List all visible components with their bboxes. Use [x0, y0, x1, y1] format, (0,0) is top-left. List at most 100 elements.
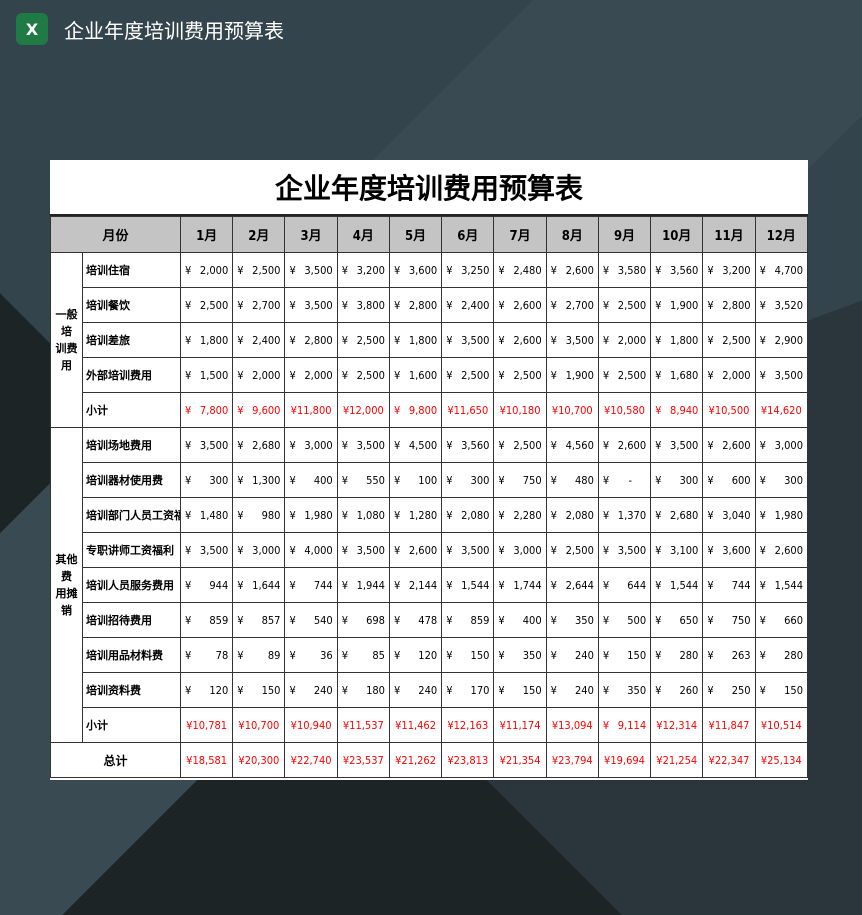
amount-cell[interactable]: ¥89 [232, 637, 286, 673]
amount-cell[interactable]: ¥9,114 [597, 707, 652, 743]
amount-cell[interactable]: ¥644 [597, 567, 652, 603]
amount-cell[interactable]: ¥11,537 [336, 707, 390, 743]
amount-cell[interactable]: ¥2,700 [545, 287, 599, 323]
amount-cell[interactable]: ¥2,800 [284, 322, 338, 358]
amount-cell[interactable]: ¥2,600 [702, 427, 756, 463]
amount-cell[interactable]: ¥750 [493, 462, 547, 498]
amount-cell[interactable]: ¥980 [232, 497, 286, 533]
amount-cell[interactable]: ¥300 [441, 462, 495, 498]
amount-cell[interactable]: ¥11,800 [284, 392, 338, 428]
amount-cell[interactable]: ¥2,500 [493, 427, 547, 463]
amount-cell[interactable]: ¥944 [180, 567, 234, 603]
amount-cell[interactable]: ¥3,800 [336, 287, 390, 323]
amount-cell[interactable]: ¥1,500 [180, 357, 234, 393]
amount-cell[interactable]: ¥300 [754, 462, 809, 498]
amount-cell[interactable]: ¥2,000 [702, 357, 756, 393]
amount-cell[interactable]: ¥400 [493, 602, 547, 638]
amount-cell[interactable]: ¥150 [493, 672, 547, 708]
amount-cell[interactable]: ¥1,744 [493, 567, 547, 603]
amount-cell[interactable]: ¥21,354 [493, 742, 547, 778]
amount-cell[interactable]: ¥698 [336, 602, 390, 638]
amount-cell[interactable]: ¥3,100 [650, 532, 704, 568]
amount-cell[interactable]: ¥3,250 [441, 252, 495, 288]
amount-cell[interactable]: ¥350 [597, 672, 652, 708]
amount-cell[interactable]: ¥3,500 [284, 287, 338, 323]
amount-cell[interactable]: ¥3,500 [441, 322, 495, 358]
amount-cell[interactable]: ¥1,800 [180, 322, 234, 358]
amount-cell[interactable]: ¥300 [650, 462, 704, 498]
amount-cell[interactable]: ¥23,794 [545, 742, 599, 778]
amount-cell[interactable]: ¥20,300 [232, 742, 286, 778]
amount-cell[interactable]: ¥36 [284, 637, 338, 673]
amount-cell[interactable]: ¥12,163 [441, 707, 495, 743]
amount-cell[interactable]: ¥3,200 [336, 252, 390, 288]
amount-cell[interactable]: ¥22,347 [702, 742, 756, 778]
amount-cell[interactable]: ¥2,144 [388, 567, 443, 603]
amount-cell[interactable]: ¥78 [180, 637, 234, 673]
amount-cell[interactable]: ¥4,560 [545, 427, 599, 463]
amount-cell[interactable]: ¥2,900 [754, 322, 809, 358]
amount-cell[interactable]: ¥3,000 [232, 532, 286, 568]
amount-cell[interactable]: ¥2,700 [232, 287, 286, 323]
amount-cell[interactable]: ¥4,700 [754, 252, 809, 288]
amount-cell[interactable]: ¥2,500 [597, 357, 652, 393]
amount-cell[interactable]: ¥22,740 [284, 742, 338, 778]
amount-cell[interactable]: ¥1,800 [650, 322, 704, 358]
amount-cell[interactable]: ¥744 [702, 567, 756, 603]
amount-cell[interactable]: ¥3,500 [180, 427, 234, 463]
amount-cell[interactable]: ¥240 [284, 672, 338, 708]
amount-cell[interactable]: ¥2,500 [493, 357, 547, 393]
amount-cell[interactable]: ¥9,800 [388, 392, 443, 428]
amount-cell[interactable]: ¥2,600 [754, 532, 809, 568]
amount-cell[interactable]: ¥9,600 [232, 392, 286, 428]
amount-cell[interactable]: ¥3,580 [597, 252, 652, 288]
amount-cell[interactable]: ¥2,500 [336, 357, 390, 393]
amount-cell[interactable]: ¥13,094 [545, 707, 599, 743]
amount-cell[interactable]: ¥2,280 [493, 497, 547, 533]
amount-cell[interactable]: ¥500 [597, 602, 652, 638]
amount-cell[interactable]: ¥4,000 [284, 532, 338, 568]
amount-cell[interactable]: ¥2,000 [597, 322, 652, 358]
amount-cell[interactable]: ¥10,940 [284, 707, 338, 743]
amount-cell[interactable]: ¥2,644 [545, 567, 599, 603]
amount-cell[interactable]: ¥1,980 [284, 497, 338, 533]
amount-cell[interactable]: ¥1,900 [545, 357, 599, 393]
amount-cell[interactable]: ¥2,400 [232, 322, 286, 358]
amount-cell[interactable]: ¥3,500 [284, 252, 338, 288]
amount-cell[interactable]: ¥2,500 [336, 322, 390, 358]
amount-cell[interactable]: ¥10,500 [702, 392, 756, 428]
amount-cell[interactable]: ¥3,000 [284, 427, 338, 463]
amount-cell[interactable]: ¥3,000 [493, 532, 547, 568]
amount-cell[interactable]: ¥1,370 [597, 497, 652, 533]
amount-cell[interactable]: ¥100 [388, 462, 443, 498]
amount-cell[interactable]: ¥21,254 [650, 742, 704, 778]
amount-cell[interactable]: ¥300 [180, 462, 234, 498]
amount-cell[interactable]: ¥120 [180, 672, 234, 708]
amount-cell[interactable]: ¥150 [441, 637, 495, 673]
amount-cell[interactable]: ¥3,500 [650, 427, 704, 463]
amount-cell[interactable]: ¥2,600 [493, 322, 547, 358]
amount-cell[interactable]: ¥2,500 [702, 322, 756, 358]
amount-cell[interactable]: ¥150 [754, 672, 809, 708]
amount-cell[interactable]: ¥3,500 [336, 427, 390, 463]
amount-cell[interactable]: ¥3,500 [597, 532, 652, 568]
amount-cell[interactable]: ¥2,000 [180, 252, 234, 288]
amount-cell[interactable]: ¥2,000 [284, 357, 338, 393]
amount-cell[interactable]: ¥3,040 [702, 497, 756, 533]
amount-cell[interactable]: ¥150 [597, 637, 652, 673]
amount-cell[interactable]: ¥478 [388, 602, 443, 638]
amount-cell[interactable]: ¥2,400 [441, 287, 495, 323]
amount-cell[interactable]: ¥859 [180, 602, 234, 638]
amount-cell[interactable]: ¥350 [545, 602, 599, 638]
amount-cell[interactable]: ¥3,600 [702, 532, 756, 568]
amount-cell[interactable]: ¥600 [702, 462, 756, 498]
amount-cell[interactable]: ¥2,500 [597, 287, 652, 323]
amount-cell[interactable]: ¥1,544 [441, 567, 495, 603]
amount-cell[interactable]: ¥1,944 [336, 567, 390, 603]
amount-cell[interactable]: ¥3,560 [441, 427, 495, 463]
amount-cell[interactable]: ¥350 [493, 637, 547, 673]
amount-cell[interactable]: ¥1,980 [754, 497, 809, 533]
amount-cell[interactable]: ¥10,180 [493, 392, 547, 428]
amount-cell[interactable]: ¥540 [284, 602, 338, 638]
amount-cell[interactable]: ¥3,560 [650, 252, 704, 288]
